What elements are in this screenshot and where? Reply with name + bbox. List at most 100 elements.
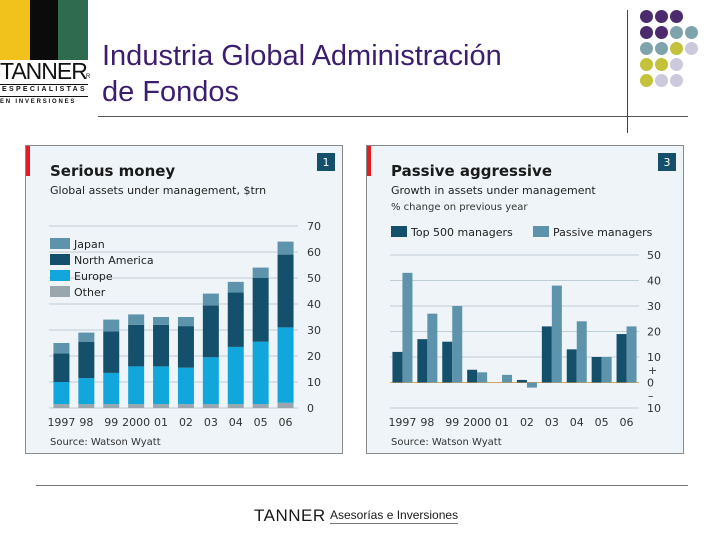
chart-badge: [658, 153, 676, 171]
x-tick-label: 02: [520, 416, 534, 429]
legend-label: Top 500 managers: [410, 226, 513, 239]
decor-dot: [670, 26, 683, 39]
logo-line-2: EN INVERSIONES: [0, 99, 77, 105]
decor-dot: [685, 42, 698, 55]
tanner-logo: TANNER R ESPECIALISTAS EN INVERSIONES: [0, 0, 96, 112]
y-tick-label: 10: [647, 351, 661, 364]
legend-swatch: [50, 270, 70, 281]
decor-dot: [655, 58, 668, 71]
decor-dot: [640, 74, 653, 87]
negative-sign: –: [648, 389, 654, 402]
bar: [551, 285, 562, 383]
bar-segment: [277, 402, 294, 408]
y-tick-label: 50: [647, 249, 661, 262]
title-divider: [98, 116, 688, 117]
bar-segment: [252, 267, 269, 278]
decor-vertical-line: [627, 10, 628, 133]
bar: [626, 326, 637, 383]
chart-subtitle: Growth in assets under management: [391, 184, 596, 197]
bar-segment: [202, 357, 219, 405]
chart-serious-money: Serious money Global assets under managem…: [26, 146, 335, 448]
decor-dot: [670, 10, 683, 23]
decor-dot: [640, 58, 653, 71]
logo-wordmark: TANNER: [0, 58, 88, 84]
footer-tagline: Asesorías e Inversiones: [330, 508, 459, 524]
bar-segment: [227, 404, 244, 408]
legend-swatch: [391, 226, 407, 237]
bar-segment: [252, 278, 269, 342]
chart-subtitle: Global assets under management, $trn: [50, 184, 266, 197]
y-tick-label: 10: [647, 402, 661, 415]
positive-sign: +: [648, 364, 657, 377]
x-tick-label: 03: [204, 416, 218, 429]
logo-rule-1: [0, 84, 88, 85]
logo-yellow-block: [0, 0, 30, 60]
bar: [467, 369, 478, 383]
bar: [417, 339, 428, 383]
bar-segment: [227, 346, 244, 405]
decor-dot: [670, 74, 683, 87]
x-tick-label: 02: [179, 416, 193, 429]
decor-dot: [655, 74, 668, 87]
bar-segment: [252, 341, 269, 405]
y-tick-label: 40: [647, 275, 661, 288]
legend-label: Other: [74, 286, 106, 299]
bar: [526, 382, 537, 388]
chart-panel-serious-money: Serious money Global assets under managem…: [25, 145, 343, 454]
slide-title: Industria Global Administración de Fondo…: [102, 38, 502, 110]
y-tick-label: 20: [307, 350, 321, 363]
bar: [442, 341, 453, 383]
y-tick-label: 70: [307, 220, 321, 233]
y-tick-label: 0: [647, 377, 654, 390]
x-tick-label: 98: [420, 416, 434, 429]
bar-segment: [153, 404, 170, 408]
legend-swatch: [533, 226, 549, 237]
x-tick-label: 01: [154, 416, 168, 429]
decor-dot: [655, 42, 668, 55]
x-tick-label: 05: [254, 416, 268, 429]
x-tick-label: 99: [104, 416, 118, 429]
bar: [601, 357, 612, 383]
slide-title-line-1: Industria Global Administración: [102, 40, 502, 72]
chart-badge: [317, 153, 335, 171]
x-tick-label: 06: [620, 416, 634, 429]
bar: [566, 349, 577, 383]
x-tick-label: 1997: [47, 416, 75, 429]
footer-divider: [36, 485, 688, 486]
legend-label: Passive managers: [553, 226, 653, 239]
legend-label: Japan: [73, 238, 105, 251]
legend-label: North America: [74, 254, 154, 267]
x-tick-label: 2000: [463, 416, 491, 429]
bar-segment: [277, 241, 294, 255]
y-tick-label: 50: [307, 272, 321, 285]
bar: [452, 306, 463, 383]
y-tick-label: 0: [307, 402, 314, 415]
logo-black-block: [30, 0, 58, 60]
bar-segment: [128, 324, 145, 367]
x-tick-label: 04: [229, 416, 243, 429]
bar-segment: [202, 404, 219, 408]
decor-dot: [640, 26, 653, 39]
bar-segment: [53, 353, 70, 382]
bar-segment: [78, 404, 95, 408]
bar-segment: [78, 378, 95, 405]
x-tick-label: 2000: [122, 416, 150, 429]
footer-brand: TANNER: [254, 506, 326, 525]
chart-source: Source: Watson Wyatt: [50, 437, 161, 448]
bar-segment: [53, 404, 70, 408]
decor-dot: [670, 58, 683, 71]
chart-accent-bar: [26, 146, 30, 176]
bar-segment: [277, 254, 294, 328]
bar-segment: [227, 292, 244, 347]
bar-segment: [103, 404, 120, 408]
chart-title: Serious money: [50, 162, 175, 180]
bar-segment: [177, 404, 194, 408]
bar-segment: [177, 317, 194, 327]
bar-segment: [153, 324, 170, 367]
bar-segment: [103, 319, 120, 332]
x-tick-label: 04: [570, 416, 584, 429]
x-tick-label: 05: [595, 416, 609, 429]
bar-segment: [78, 341, 95, 379]
logo-green-block: [58, 0, 88, 60]
x-tick-label: 06: [279, 416, 293, 429]
